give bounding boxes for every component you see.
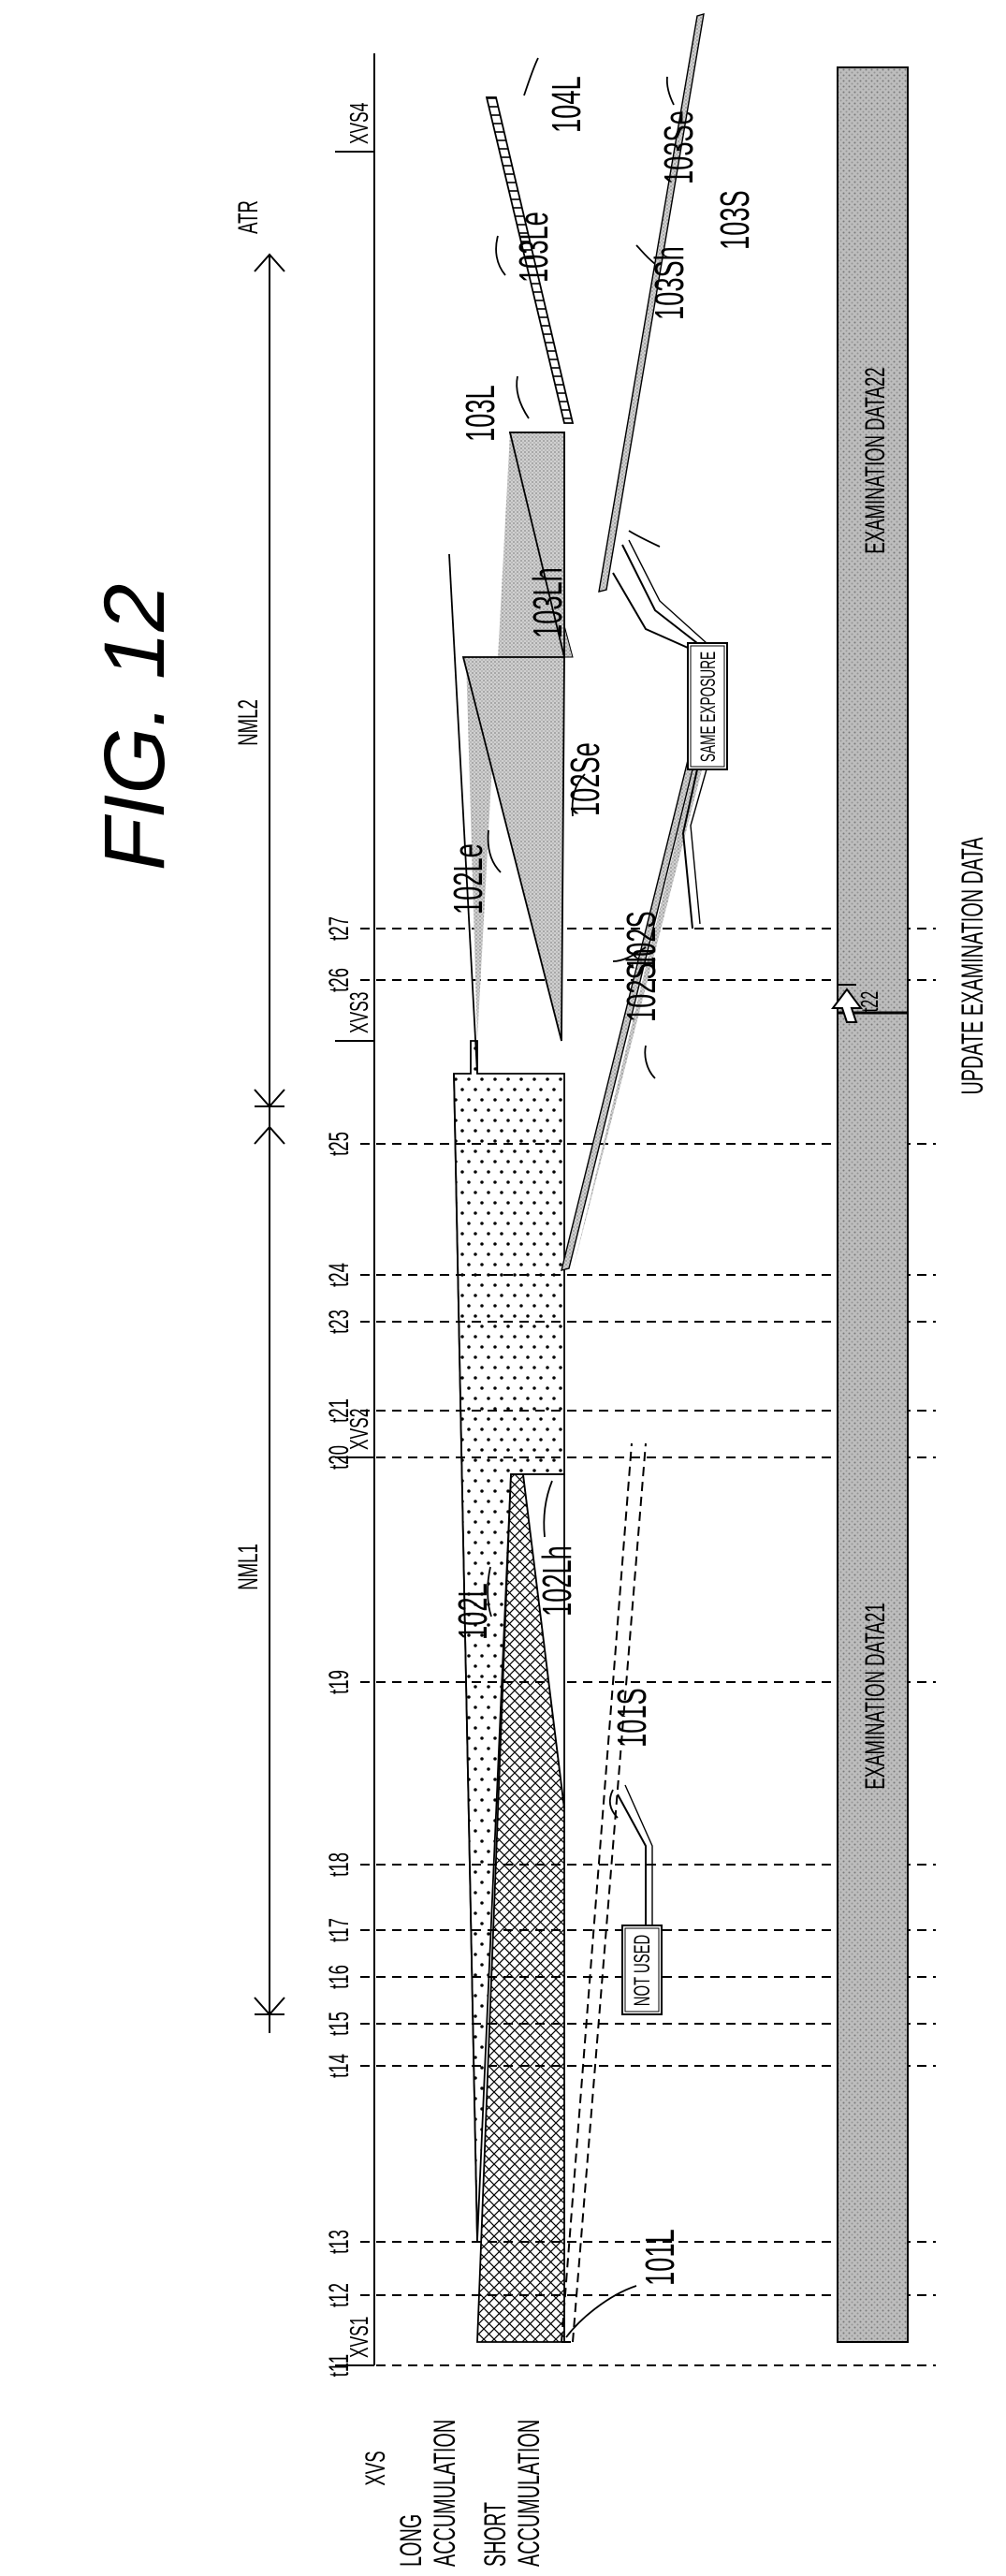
callout-not-used-text: NOT USED xyxy=(631,1935,655,2007)
time-label-t25: t25 xyxy=(324,1132,356,1156)
ref-102Le: 102Le xyxy=(445,843,490,915)
time-label-t15: t15 xyxy=(324,2012,356,2036)
period-atr: ATR xyxy=(233,200,265,234)
xvs-pulse-xvs3: XVS3 xyxy=(344,992,373,1033)
ref-104L: 104L xyxy=(543,76,589,133)
time-label-t24: t24 xyxy=(324,1263,356,1287)
ref-103Le: 103Le xyxy=(510,212,556,283)
ref-102L: 102L xyxy=(449,1583,495,1640)
ref-102Se: 102Se xyxy=(561,742,607,816)
xvs-pulse-xvs2: XVS2 xyxy=(344,1409,373,1450)
ref-103S: 103S xyxy=(711,190,757,250)
figure-title: FIG. 12 xyxy=(87,584,182,871)
time-label-t13: t13 xyxy=(324,2230,356,2254)
xvs-pulse-xvs4: XVS4 xyxy=(344,103,373,144)
time-label-t12: t12 xyxy=(324,2283,356,2307)
period-nml2: NML2 xyxy=(233,699,265,746)
time-label-t18: t18 xyxy=(324,1852,356,1877)
time-label-t23: t23 xyxy=(324,1310,356,1334)
time-label-t16: t16 xyxy=(324,1965,356,1989)
time-labels: t11t12t13t14t15t16t17t18t19t20t21t23t24t… xyxy=(324,916,356,2377)
xvs-pulse-xvs1: XVS1 xyxy=(344,2317,373,2358)
time-label-t19: t19 xyxy=(324,1670,356,1694)
period-arrows xyxy=(255,255,284,2033)
ref-103L: 103L xyxy=(457,385,503,442)
ref-102Lh: 102Lh xyxy=(533,1545,579,1617)
callout-same-exposure-text: SAME EXPOSURE xyxy=(696,651,720,762)
time-label-t26: t26 xyxy=(324,968,356,992)
row-long-label-2: ACCUMULATION xyxy=(428,2420,461,2567)
ref-103Sh: 103Sh xyxy=(646,246,692,320)
row-short-label-1: SHORT xyxy=(478,2502,512,2567)
period-nml1: NML1 xyxy=(233,1544,265,1590)
callout-not-used: NOT USED xyxy=(618,1785,662,2014)
row-short-label-2: ACCUMULATION xyxy=(512,2420,546,2567)
time-label-t14: t14 xyxy=(324,2054,356,2078)
ref-102Sh: 102Sh xyxy=(618,948,663,1022)
time-label-t27: t27 xyxy=(324,916,356,941)
row-xvs-label: XVS xyxy=(360,2451,392,2485)
examination-data-22: EXAMINATION DATA22 xyxy=(860,367,892,553)
ref-101S: 101S xyxy=(608,1688,654,1748)
time-label-t17: t17 xyxy=(324,1918,356,1942)
ref-103Se: 103Se xyxy=(655,110,701,184)
ref-103Lh: 103Lh xyxy=(524,567,570,638)
row-long-label-1: LONG xyxy=(394,2514,428,2567)
row-labels: XVS LONG ACCUMULATION SHORT ACCUMULATION xyxy=(360,2420,547,2567)
ref-101L: 101L xyxy=(636,2229,682,2286)
update-examination-label: UPDATE EXAMINATION DATA xyxy=(955,837,989,1094)
examination-data-21: EXAMINATION DATA21 xyxy=(860,1603,892,1789)
update-time-label: t22 xyxy=(855,991,883,1012)
